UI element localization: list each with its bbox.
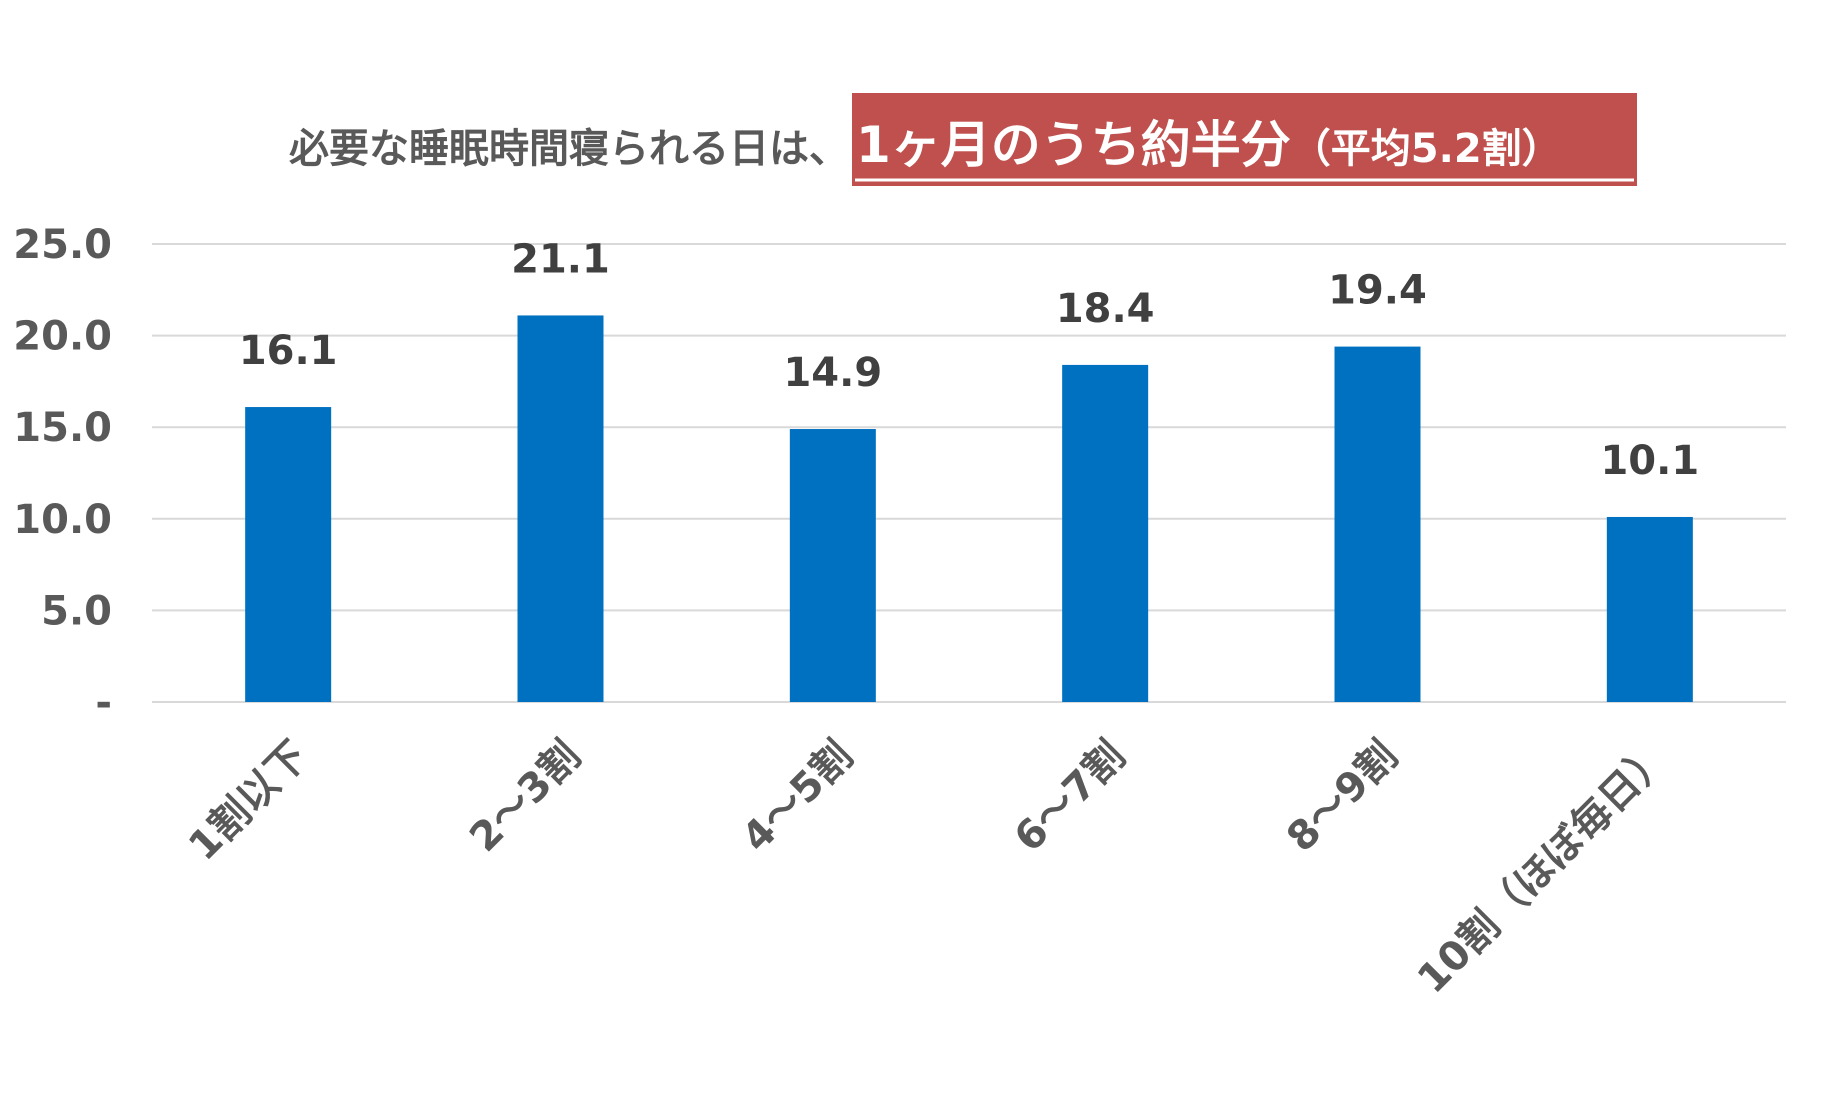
bar: [1334, 346, 1421, 702]
title-highlight-sub: （平均5.2割）: [1291, 126, 1562, 172]
bar: [517, 315, 604, 702]
x-tick-label: 4～5割: [733, 733, 861, 861]
title-prefix: 必要な睡眠時間寝られる日は、: [289, 126, 849, 172]
y-tick-label: 15.0: [13, 405, 112, 451]
data-label: 14.9: [783, 350, 882, 396]
y-axis-ticks: - 5.0 10.0 15.0 20.0 25.0: [13, 222, 112, 726]
x-tick-label: 1割以下: [180, 733, 317, 870]
data-labels: 16.1 21.1 14.9 18.4 19.4 10.1: [239, 236, 1699, 484]
x-tick-label: 8～9割: [1278, 733, 1406, 861]
data-label: 18.4: [1056, 286, 1155, 332]
data-label: 21.1: [511, 236, 610, 282]
data-label: 19.4: [1328, 268, 1427, 314]
bar: [1062, 364, 1149, 702]
y-tick-label: 10.0: [13, 497, 112, 543]
y-tick-label: 5.0: [41, 588, 112, 634]
y-tick-label: 25.0: [13, 222, 112, 268]
y-tick-label: -: [95, 680, 112, 726]
y-tick-label: 20.0: [13, 314, 112, 360]
title-highlight-box: [852, 93, 1637, 186]
data-label: 10.1: [1600, 438, 1699, 484]
bar: [1606, 516, 1693, 702]
x-axis-ticks: 1割以下 2～3割 4～5割 6～7割 8～9割 10割（ほぼ毎日）: [180, 733, 1679, 1003]
bar: [789, 429, 876, 702]
title-highlight-main: 1ヶ月のうち約半分: [856, 116, 1291, 174]
x-tick-label: 2～3割: [461, 733, 589, 861]
x-tick-label: 10割（ほぼ毎日）: [1409, 733, 1679, 1003]
title-highlight-text: 1ヶ月のうち約半分（平均5.2割）: [856, 116, 1562, 174]
bars: [245, 315, 1693, 702]
grid-lines: [152, 243, 1786, 703]
data-label: 16.1: [239, 328, 338, 374]
bar: [245, 407, 332, 702]
x-tick-label: 6～7割: [1006, 733, 1134, 861]
chart-title: 必要な睡眠時間寝られる日は、 1ヶ月のうち約半分（平均5.2割）: [289, 93, 1637, 186]
